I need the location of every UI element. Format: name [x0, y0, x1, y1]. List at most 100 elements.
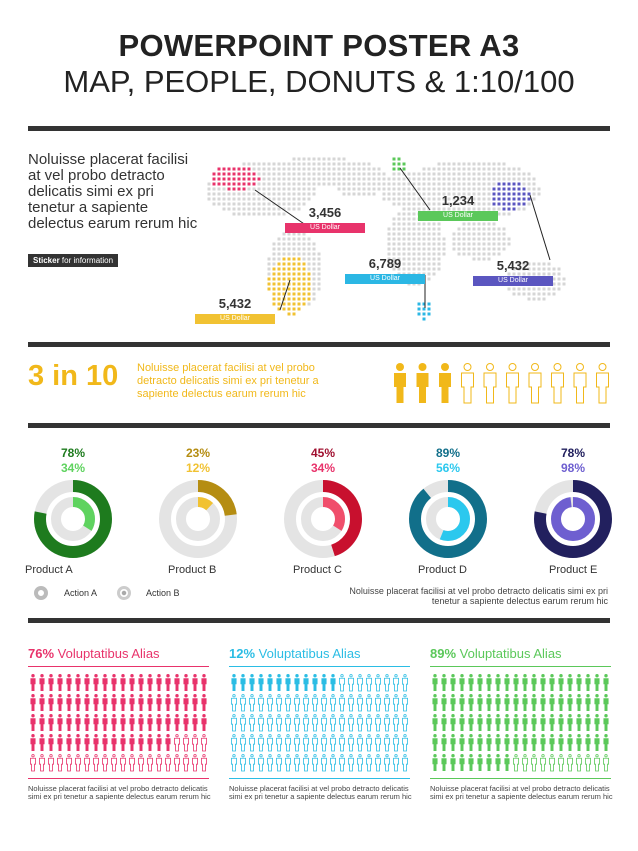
person-icon — [540, 754, 546, 772]
person-icon — [258, 694, 264, 712]
person-icon — [495, 714, 501, 731]
person-icon — [551, 363, 564, 404]
person-icon — [174, 734, 180, 752]
person-icon — [84, 734, 90, 751]
person-icon — [357, 734, 363, 752]
person-icon — [240, 714, 246, 732]
world-dot-map — [207, 157, 566, 321]
person-icon — [120, 674, 126, 691]
person-icon — [84, 674, 90, 691]
product-label: Product E — [549, 564, 598, 576]
person-icon — [441, 694, 447, 711]
person-icon — [165, 694, 171, 711]
people-grid — [231, 674, 408, 772]
person-icon — [249, 734, 255, 752]
outer-percent: 45% — [310, 446, 336, 460]
ratio-text: Noluisse placerat facilisi at vel probo … — [137, 362, 319, 400]
person-icon — [183, 714, 189, 731]
product-label: Product B — [168, 564, 217, 576]
column-label: Voluptatibus Alias — [54, 646, 160, 661]
person-icon — [48, 734, 54, 751]
person-icon — [531, 754, 537, 772]
outer-ring — [409, 480, 487, 558]
person-icon — [441, 714, 447, 731]
person-icon — [513, 734, 519, 751]
column-note: Noluisse placerat facilisi at vel probo … — [229, 784, 412, 801]
person-icon — [330, 694, 336, 712]
inner-ring — [551, 497, 595, 541]
person-icon — [240, 734, 246, 752]
person-icon — [84, 714, 90, 731]
outer-ring — [159, 480, 237, 558]
map-label-europe: 1,234 US Dollar — [418, 193, 498, 221]
person-icon — [75, 754, 81, 772]
person-icon — [330, 714, 336, 732]
product-label: Product D — [418, 564, 467, 576]
person-icon — [258, 754, 264, 772]
person-icon — [48, 674, 54, 691]
person-icon — [276, 674, 282, 691]
person-icon — [603, 714, 609, 731]
person-icon — [249, 694, 255, 712]
person-icon — [567, 714, 573, 731]
person-icon — [402, 734, 408, 752]
person-icon — [439, 363, 451, 403]
product-label: Product A — [25, 564, 73, 576]
person-icon — [321, 734, 327, 752]
person-icon — [504, 674, 510, 691]
person-icon — [483, 363, 497, 404]
donut-chart — [284, 480, 362, 558]
person-icon — [432, 694, 438, 711]
person-icon — [102, 694, 108, 711]
person-icon — [468, 674, 474, 691]
person-icon — [39, 674, 45, 691]
person-icon — [540, 674, 546, 691]
inner-percent: 12% — [185, 461, 211, 475]
person-icon — [495, 754, 501, 771]
person-icon — [450, 674, 456, 691]
action-b-icon — [117, 586, 131, 600]
person-icon — [594, 694, 600, 711]
person-icon — [192, 694, 198, 711]
person-icon — [240, 674, 246, 691]
map-unit-tag: US Dollar — [285, 223, 365, 233]
person-icon — [339, 734, 345, 752]
person-icon — [231, 714, 237, 732]
person-icon — [558, 674, 564, 691]
person-icon — [312, 694, 318, 712]
person-icon — [66, 674, 72, 691]
person-icon — [348, 754, 354, 772]
column-rule — [229, 666, 410, 667]
column-percent: 89% — [430, 646, 457, 661]
person-icon — [366, 714, 372, 732]
person-icon — [294, 714, 300, 732]
person-icon — [303, 714, 309, 732]
person-icon — [513, 754, 519, 772]
intro-text: Noluisse placerat facilisi at vel probo … — [28, 151, 198, 232]
person-icon — [441, 674, 447, 691]
person-icon — [558, 714, 564, 731]
person-icon — [339, 754, 345, 772]
person-icon — [459, 674, 465, 691]
divider — [28, 126, 610, 131]
person-icon — [321, 714, 327, 732]
poster-subtitle: MAP, PEOPLE, DONUTS & 1:10/100 — [63, 64, 575, 99]
person-icon — [57, 694, 63, 711]
person-icon — [84, 694, 90, 711]
inner-percent: 34% — [60, 461, 86, 475]
person-icon — [504, 734, 510, 751]
person-icon — [357, 714, 363, 732]
person-icon — [603, 754, 609, 772]
person-icon — [84, 754, 90, 772]
donut-chart — [409, 480, 487, 558]
person-icon — [240, 694, 246, 712]
person-icon — [174, 694, 180, 711]
person-icon — [57, 754, 63, 772]
person-icon — [111, 714, 117, 731]
person-icon — [75, 734, 81, 751]
person-icon — [506, 363, 519, 404]
person-icon — [165, 754, 171, 772]
person-icon — [339, 694, 345, 712]
person-icon — [522, 694, 528, 711]
person-icon — [303, 754, 309, 772]
